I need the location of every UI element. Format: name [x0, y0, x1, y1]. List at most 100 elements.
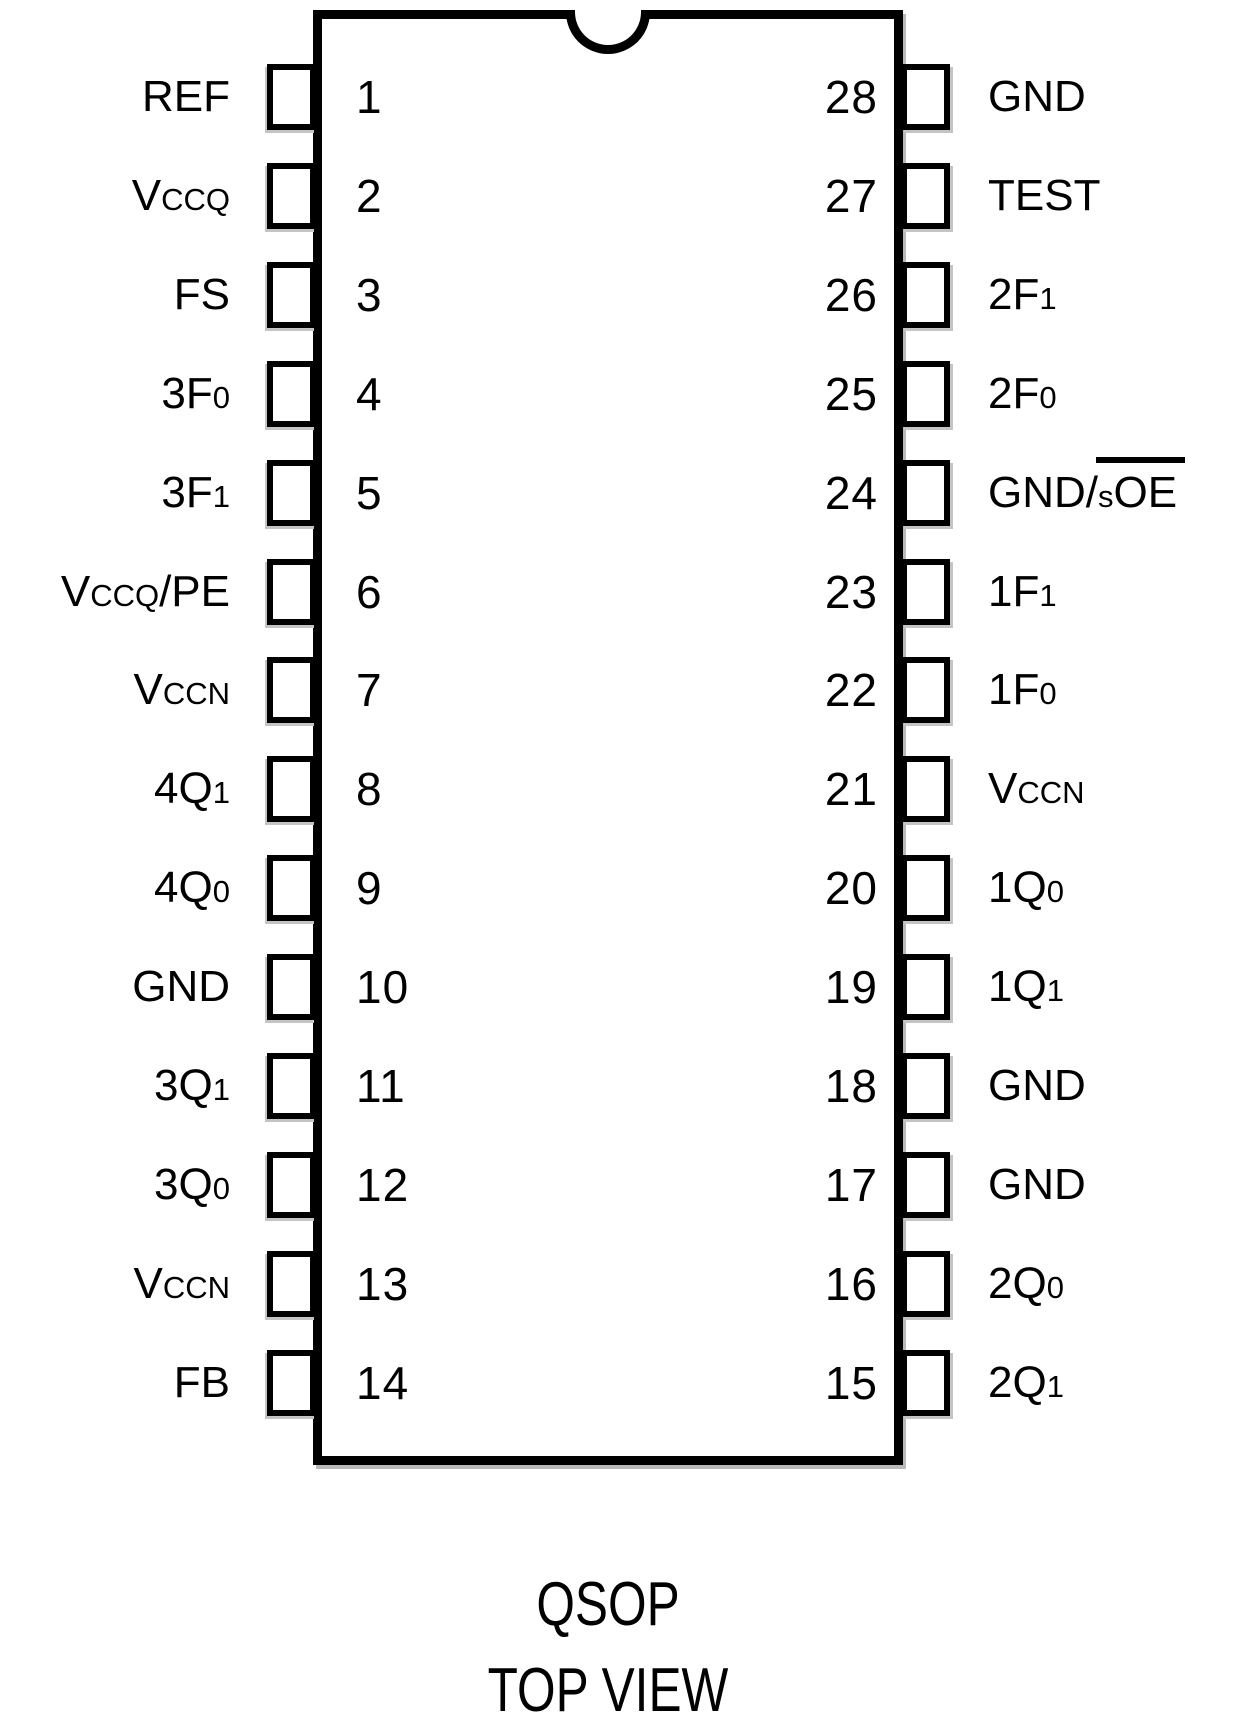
pin-number: 14: [356, 1356, 410, 1409]
pin-label: TEST: [988, 170, 1100, 222]
pin-box: [267, 558, 316, 625]
pin-label-text: CCQ: [90, 577, 160, 613]
pin-box: [901, 360, 950, 427]
pin-label-text: 2Q: [988, 1258, 1047, 1308]
pin-label-text: 1Q: [988, 863, 1047, 913]
pin-box: [267, 1053, 316, 1119]
pin-number: 27: [824, 169, 878, 222]
pin-number: 4: [356, 367, 383, 420]
pin-label: VCCQ: [0, 170, 230, 226]
pin-label: 2Q1: [988, 1357, 1064, 1413]
pin-label-text: GND/: [988, 467, 1098, 517]
pin-label-text: CCN: [1017, 775, 1085, 811]
pin-label: 3Q1: [0, 1060, 230, 1116]
pin-label-text: 1: [212, 1072, 230, 1107]
pin-label: 3F0: [0, 368, 230, 424]
footer-view: TOP VIEW: [313, 1658, 903, 1724]
pin-label-text: 1Q: [988, 962, 1047, 1012]
pin-number: 24: [824, 466, 878, 519]
pin-number: 26: [824, 268, 878, 321]
pin-number: 22: [824, 664, 878, 717]
pin-label: VCCN: [0, 1258, 230, 1314]
pin-number: 11: [356, 1060, 406, 1112]
pin-box: [901, 1349, 950, 1416]
pin-box: [901, 558, 950, 625]
pin-label-text: 0: [1046, 1269, 1064, 1305]
pin-box: [901, 657, 950, 724]
pin-box: [901, 64, 950, 130]
pin-number: 9: [356, 862, 383, 915]
pin-label-text: 0: [212, 379, 230, 415]
pin-label: 4Q0: [0, 862, 230, 918]
package-type-label: QSOP: [536, 1570, 680, 1639]
pin-box: [267, 954, 316, 1021]
pin-number: 19: [824, 961, 878, 1014]
pin-label-text: CCN: [162, 1269, 230, 1305]
pin-box: [901, 261, 950, 328]
pin-label: VCCN: [0, 664, 230, 720]
pin-box: [267, 360, 316, 427]
pin-label: GND: [988, 1159, 1086, 1211]
pin-number: 21: [824, 763, 878, 816]
pin-label-text: 2Q: [988, 1357, 1047, 1407]
pin-label: 2F0: [988, 368, 1057, 424]
pin-label-text: 2F: [988, 368, 1040, 418]
pin-label-text: 1: [1039, 280, 1057, 316]
pin-label-text: 3Q: [154, 1159, 213, 1209]
pin-label-text: V: [131, 170, 162, 220]
pin-label-overline-text: s: [1098, 478, 1114, 514]
pin-label-text: GND: [132, 962, 230, 1012]
ic-package-body: [313, 10, 903, 1465]
pin-label-text: 0: [1046, 874, 1064, 910]
pin-label: 3F1: [0, 467, 230, 523]
pin-number: 17: [824, 1158, 878, 1211]
pin-label: 1Q0: [988, 862, 1064, 918]
pin-label: GND: [0, 961, 230, 1013]
pin-label-text: V: [60, 566, 91, 616]
pin-label: GND/sOE: [988, 456, 1186, 523]
pin-label-text: V: [133, 1258, 163, 1308]
pin-label-text: GND: [988, 1061, 1086, 1110]
pin-label-text: 2F: [988, 269, 1040, 319]
pin-label-text: /PE: [159, 566, 230, 616]
pin-label: 4Q1: [0, 763, 230, 819]
pin-box: [267, 162, 316, 229]
pin-label: GND: [988, 71, 1086, 123]
pin-number: 16: [824, 1257, 878, 1310]
pin-box: [901, 756, 950, 823]
footer-package: QSOP: [313, 1572, 903, 1638]
pin-label-text: V: [988, 764, 1018, 814]
pin-box: [901, 1151, 950, 1218]
pin-label-overline-text: OE: [1113, 467, 1178, 517]
pin-label-text: FS: [173, 269, 230, 319]
pin-label-text: 0: [212, 874, 230, 910]
pin-label-text: 0: [1039, 379, 1057, 415]
pin-number: 10: [356, 961, 410, 1014]
pin-number: 25: [824, 367, 878, 420]
pin-label: FS: [0, 269, 230, 321]
pin-label-text: 1F: [988, 665, 1040, 715]
pin-label-text: CCQ: [161, 181, 230, 217]
pin-label-text: TEST: [988, 170, 1101, 220]
pin-box: [267, 459, 316, 526]
pin-label: GND: [988, 1060, 1086, 1112]
pin-number: 20: [824, 862, 878, 915]
pin-box: [901, 459, 950, 526]
pin-number: 5: [356, 466, 383, 519]
pin-number: 23: [824, 565, 878, 618]
pin-number: 6: [356, 565, 383, 618]
pin-number: 15: [824, 1356, 878, 1409]
pin-number: 7: [356, 664, 383, 717]
pin-label-text: 1: [212, 478, 230, 514]
pin-label-text: FB: [173, 1357, 230, 1407]
pin-label-text: 1: [212, 775, 230, 811]
pin-label: 1F0: [988, 664, 1057, 720]
pin-label-text: 0: [212, 1170, 230, 1206]
pin-label-text: 4Q: [154, 764, 213, 814]
pin-label-text: CCN: [162, 676, 230, 712]
pin-box: [267, 1349, 316, 1416]
pin-number: 3: [356, 268, 383, 321]
pin-label: VCCQ/PE: [0, 566, 230, 622]
pin-label: 2F1: [988, 269, 1057, 325]
